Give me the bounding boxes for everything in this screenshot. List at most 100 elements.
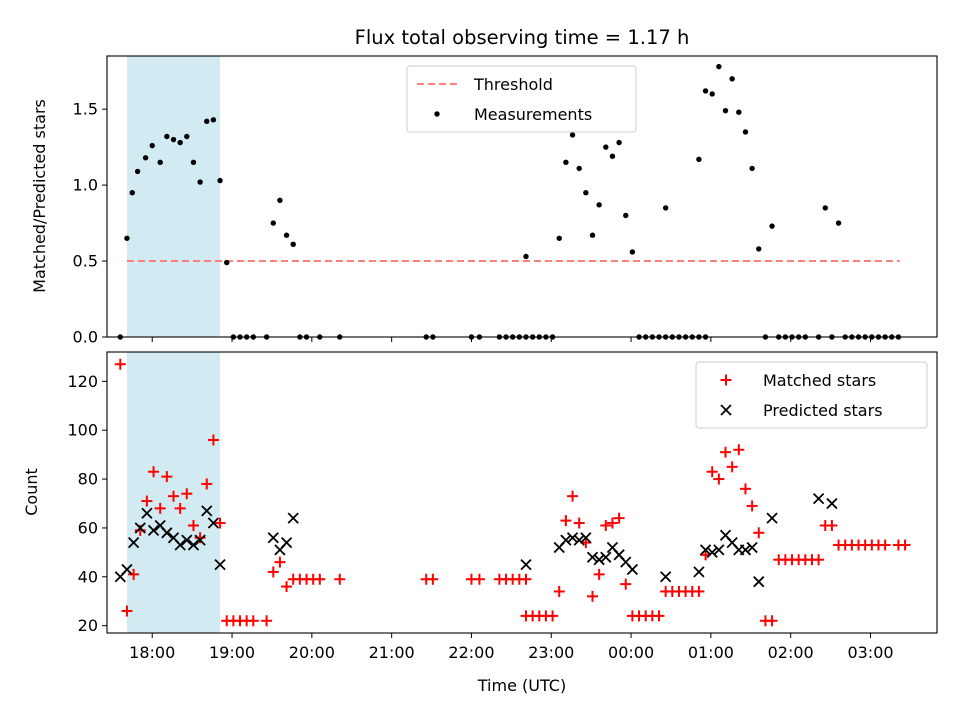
x-marker-b: [766, 512, 778, 524]
matched-star-point: [706, 466, 718, 478]
matched-star-point: [713, 473, 725, 485]
measurement-point: [177, 139, 183, 146]
matched-star-point: [726, 461, 738, 473]
measurement-point: [170, 136, 177, 143]
matched-star-point: [247, 615, 259, 627]
y-tick-label: 0.0: [73, 328, 98, 347]
x-marker-b: [660, 571, 672, 583]
matched-star-point: [653, 610, 665, 622]
predicted-star-point: [560, 534, 572, 546]
legend: Threshold Measurements: [406, 65, 637, 133]
measurement-point: [696, 156, 702, 162]
measurement-point: [583, 190, 589, 196]
predicted-star-point: [600, 551, 612, 563]
measurement-point: [556, 235, 562, 241]
x-marker-b: [586, 551, 599, 563]
y-tick-label: 0.5: [73, 252, 98, 271]
matched-star-point: [168, 490, 180, 502]
axes-frame: [106, 351, 938, 634]
x-marker-b: [127, 536, 140, 549]
legend-box: [406, 65, 637, 133]
x-marker-b: [753, 576, 765, 588]
legend-predicted-swatch-b: [720, 404, 732, 416]
matched-star-point: [746, 500, 758, 512]
legend-measurement-swatch: [434, 111, 440, 117]
matched-star-point: [879, 539, 891, 551]
x-tick-label: 20:00: [289, 643, 335, 662]
matched-star-point: [261, 615, 273, 627]
predicted-star-point: [812, 492, 825, 505]
matched-star-point: [547, 610, 559, 622]
measurement-point: [603, 144, 609, 150]
x-marker-b: [706, 546, 718, 559]
matched-star-point: [128, 568, 140, 580]
measurement-point: [769, 223, 775, 229]
measurement-point: [210, 117, 217, 123]
predicted-star-point: [134, 522, 146, 534]
x-marker-b: [280, 536, 293, 549]
measurement-point: [142, 155, 149, 161]
x-marker-b: [566, 532, 579, 544]
predicted-star-point: [713, 544, 725, 556]
axes-frame: [106, 55, 938, 338]
measurement-point: [149, 142, 155, 149]
predicted-star-point: [739, 544, 752, 556]
matched-star-point: [593, 568, 605, 580]
measurement-point: [629, 249, 636, 255]
measurement-point: [662, 205, 669, 211]
matched-star-point: [586, 590, 598, 602]
x-tick-label: 22:00: [448, 643, 494, 662]
measurement-point: [129, 190, 135, 196]
x-marker-b: [600, 551, 612, 563]
measurement-point: [589, 232, 596, 238]
y-tick-label: 20: [78, 616, 98, 635]
x-marker-b: [580, 532, 592, 544]
matched-star-point: [899, 539, 911, 551]
x-marker-b: [174, 539, 186, 551]
measurement-point: [576, 165, 582, 172]
predicted-star-point: [287, 512, 299, 524]
x-marker-b: [713, 544, 725, 556]
matched-star-point: [766, 615, 778, 627]
measurement-point: [563, 159, 569, 166]
measurement-point: [197, 179, 203, 185]
matched-star-point: [473, 573, 485, 585]
measurement-point: [742, 129, 749, 135]
measurement-point: [822, 205, 828, 211]
predicted-star-point: [520, 558, 532, 571]
matched-star-point: [174, 502, 186, 514]
x-marker-b: [141, 507, 153, 519]
predicted-star-point: [121, 563, 133, 576]
predicted-star-point: [187, 539, 200, 551]
matched-star-point: [154, 502, 166, 514]
x-marker-b: [593, 554, 605, 566]
predicted-star-point: [267, 532, 279, 544]
measurement-point: [277, 197, 283, 203]
measurement-point: [596, 202, 602, 208]
x-marker-b: [287, 512, 299, 524]
predicted-star-point: [746, 541, 758, 554]
measurement-point: [722, 107, 729, 114]
predicted-star-point: [207, 517, 220, 529]
matched-star-point: [693, 585, 705, 597]
x-marker-b: [620, 556, 632, 568]
measurement-point: [290, 241, 296, 248]
matched-star-point: [553, 585, 565, 597]
x-tick-label: 00:00: [608, 643, 654, 662]
predicted-star-point: [147, 524, 160, 537]
predicted-star-point: [127, 536, 140, 549]
predicted-star-point: [194, 534, 206, 546]
predicted-star-point: [573, 534, 585, 546]
matched-star-point: [121, 605, 133, 617]
matched-star-point: [334, 573, 346, 585]
matched-star-point: [214, 517, 226, 529]
x-marker-b: [739, 544, 752, 556]
predicted-star-point: [280, 536, 293, 549]
matched-star-point: [314, 573, 326, 585]
predicted-star-point: [566, 532, 579, 544]
matched-star-point: [114, 358, 126, 370]
predicted-star-point: [586, 551, 599, 563]
matched-star-point: [207, 434, 219, 446]
measurement-point: [124, 235, 130, 241]
